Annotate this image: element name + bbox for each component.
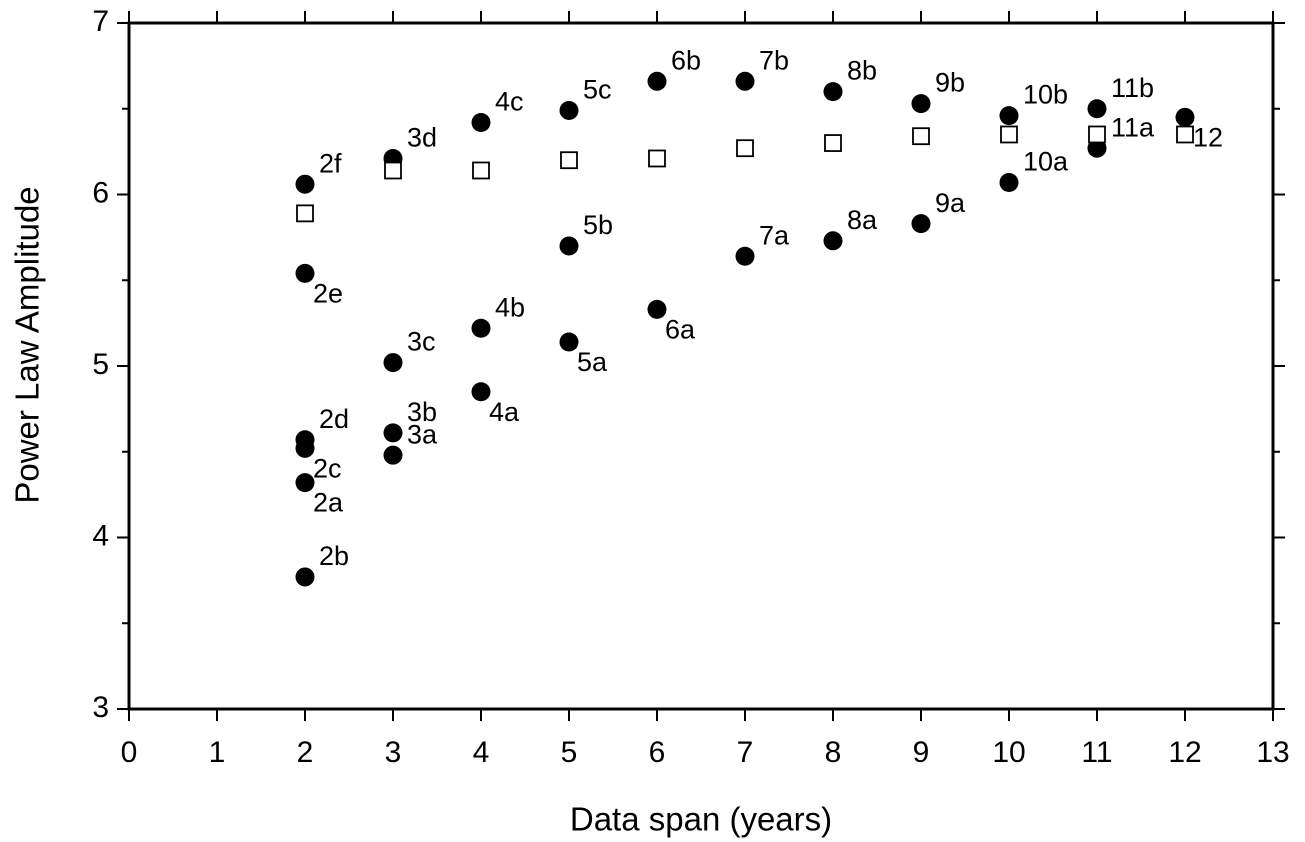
x-tick-label: 7 <box>737 736 754 769</box>
circle-point <box>383 445 403 465</box>
circle-point <box>823 82 843 102</box>
point-label: 11b <box>1111 73 1154 103</box>
x-tick-label: 6 <box>649 736 666 769</box>
point-label: 4b <box>495 292 525 322</box>
circle-point <box>647 299 667 319</box>
square-point <box>560 151 578 170</box>
square-point <box>912 127 930 146</box>
circle-point <box>295 473 315 493</box>
point-label: 8b <box>847 56 877 86</box>
point-label: 3d <box>407 123 437 153</box>
circle-point <box>999 106 1019 126</box>
point-label: 7a <box>759 220 790 250</box>
circle-point <box>647 71 667 91</box>
circle-point <box>295 567 315 587</box>
point-label: 5b <box>583 210 613 240</box>
point-label: 5c <box>583 75 612 105</box>
y-tick-label: 3 <box>92 691 109 724</box>
circle-point <box>999 172 1019 192</box>
square-point <box>384 161 402 180</box>
point-label: 3b <box>407 397 437 427</box>
point-label: 4c <box>495 87 524 117</box>
point-label: 2a <box>313 488 344 518</box>
point-label: 7b <box>759 45 789 75</box>
point-label: 8a <box>847 205 878 235</box>
square-point <box>1176 125 1194 144</box>
square-point <box>1088 125 1106 144</box>
square-point <box>1000 125 1018 144</box>
point-label: 2d <box>319 404 349 434</box>
point-label: 12 <box>1193 122 1223 152</box>
circle-point <box>295 174 315 194</box>
x-tick-label: 10 <box>992 736 1025 769</box>
circle-point <box>735 71 755 91</box>
y-axis-label: Power Law Amplitude <box>9 186 46 503</box>
x-tick-label: 2 <box>297 736 314 769</box>
point-label: 2b <box>319 541 349 571</box>
point-label: 6b <box>671 45 701 75</box>
point-label: 9a <box>935 188 966 218</box>
x-tick-label: 4 <box>473 736 490 769</box>
circle-point <box>559 236 579 256</box>
square-point <box>296 204 314 223</box>
x-tick-label: 3 <box>385 736 402 769</box>
x-tick-label: 0 <box>121 736 138 769</box>
x-tick-label: 8 <box>825 736 842 769</box>
circle-point <box>823 231 843 251</box>
point-label: 6a <box>665 315 696 345</box>
circle-point <box>295 263 315 283</box>
point-label: 2c <box>313 453 342 483</box>
circle-point <box>559 100 579 120</box>
point-label: 10a <box>1023 147 1069 177</box>
circle-point <box>1087 138 1107 158</box>
point-label: 2f <box>319 148 342 178</box>
x-tick-label: 9 <box>913 736 930 769</box>
x-tick-label: 12 <box>1168 736 1201 769</box>
y-tick-label: 6 <box>92 176 109 209</box>
square-point <box>824 134 842 152</box>
circle-point <box>295 438 315 458</box>
x-tick-label: 13 <box>1256 736 1289 769</box>
circle-point <box>1175 107 1195 127</box>
point-label: 4a <box>489 397 520 427</box>
y-tick-label: 4 <box>92 519 109 552</box>
point-label: 3c <box>407 327 436 357</box>
point-label: 2e <box>313 279 343 309</box>
y-tick-label: 5 <box>92 348 109 381</box>
x-tick-label: 11 <box>1081 736 1112 769</box>
point-label: 11a <box>1111 112 1155 142</box>
circle-point <box>383 353 403 373</box>
x-tick-label: 5 <box>561 736 578 769</box>
square-point <box>472 161 490 180</box>
square-point <box>736 139 754 158</box>
circle-point <box>471 318 491 338</box>
point-label: 5a <box>577 347 608 377</box>
circle-point <box>911 94 931 114</box>
circle-point <box>1087 99 1107 119</box>
circle-point <box>471 112 491 132</box>
circle-point <box>735 246 755 266</box>
circle-point <box>383 423 403 443</box>
circle-point <box>471 382 491 402</box>
point-label: 10b <box>1023 80 1068 110</box>
circle-point <box>559 332 579 352</box>
circle-point <box>911 214 931 234</box>
point-label: 9b <box>935 68 965 98</box>
y-tick-label: 7 <box>92 5 109 38</box>
x-axis-label: Data span (years) <box>570 801 832 838</box>
x-tick-label: 1 <box>209 736 226 769</box>
point-label: 3a <box>407 419 438 449</box>
square-point <box>648 149 666 168</box>
